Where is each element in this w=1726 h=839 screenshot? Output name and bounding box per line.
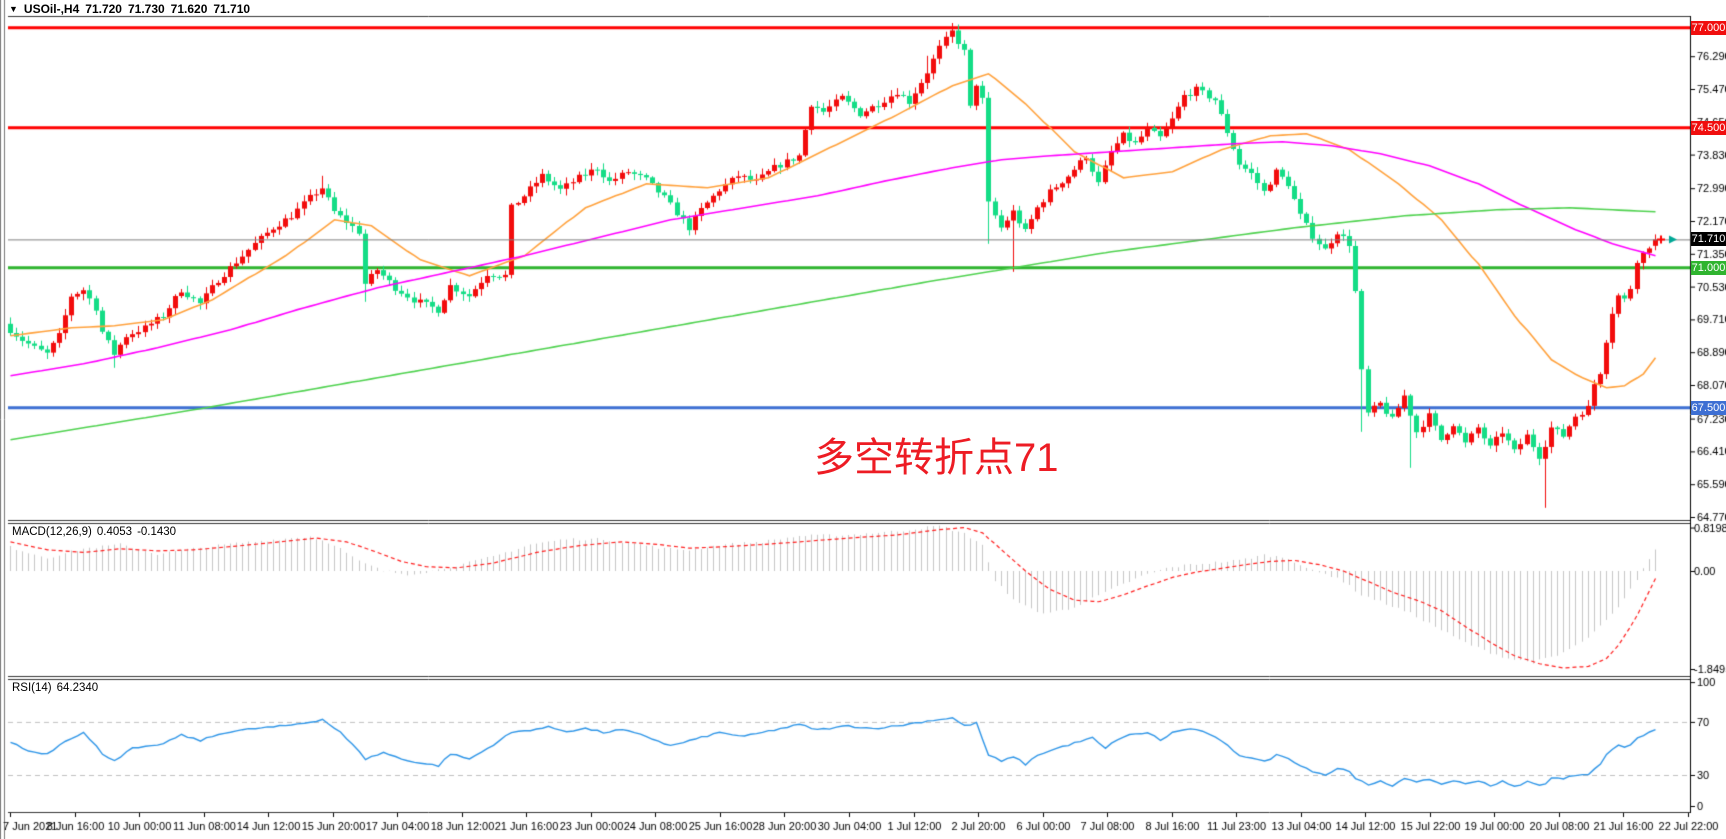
quote-open: 71.720 <box>85 2 122 16</box>
symbol-dropdown-caret[interactable]: ▼ <box>9 4 18 14</box>
annotation-text: 多空转折点71 <box>814 436 1059 480</box>
quote-high: 71.730 <box>127 2 165 16</box>
price-badge-77000: 77.000 <box>1691 20 1726 35</box>
chart-header: ▼ USOil-,H4 71.720 71.730 71.620 71.710 <box>9 2 250 16</box>
macd-main-value: 0.4053 <box>96 526 133 538</box>
price-badge-74500: 74.500 <box>1691 120 1726 135</box>
macd-name: MACD(12,26,9) <box>12 526 92 538</box>
price-badge-67500: 67.500 <box>1691 400 1726 415</box>
price-badge-current: 71.710 <box>1691 232 1726 247</box>
quote-low: 71.620 <box>170 2 208 16</box>
symbol-timeframe-label: USOil-,H4 <box>23 2 80 16</box>
price-badge-71000: 71.000 <box>1691 260 1726 275</box>
quote-close: 71.710 <box>213 2 251 16</box>
rsi-name: RSI(14) <box>12 682 52 694</box>
rsi-indicator-label: RSI(14) 64.2340 <box>12 682 103 694</box>
macd-signal-value: -0.1430 <box>137 526 177 538</box>
macd-indicator-label: MACD(12,26,9) 0.4053 -0.1430 <box>12 526 181 538</box>
rsi-value: 64.2340 <box>56 682 99 694</box>
